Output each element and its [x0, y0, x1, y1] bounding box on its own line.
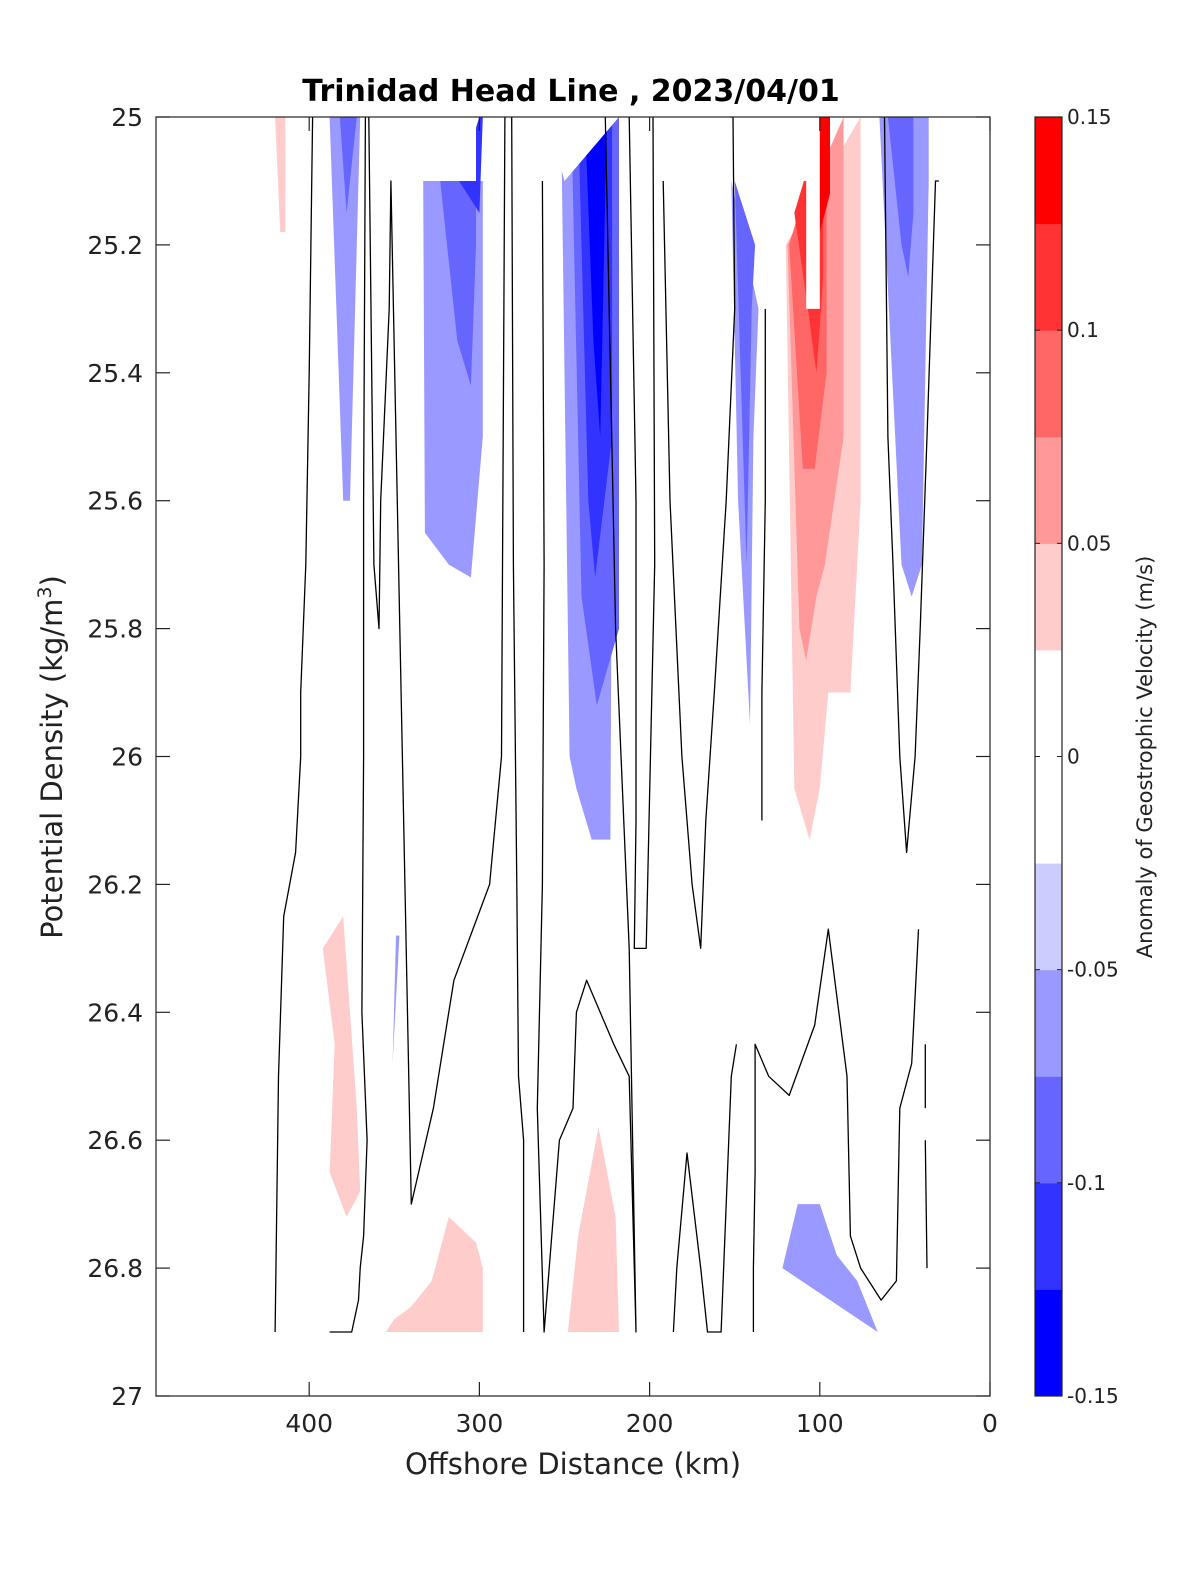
- colorbar-band-7: [1035, 436, 1062, 544]
- y-tick-label-1: 25.2: [87, 231, 143, 260]
- zero-contour-3: [511, 117, 525, 1332]
- zero-contour-7: [672, 1044, 738, 1333]
- x-tick-label-4: 0: [982, 1409, 998, 1438]
- contour-region-0: [329, 117, 361, 501]
- colorbar-tick-label-0: 0.15: [1067, 105, 1112, 129]
- colorbar-tick-label-1: 0.1: [1067, 318, 1099, 342]
- y-tick-label-4: 25.8: [87, 615, 143, 644]
- colorbar-band-10: [1035, 117, 1062, 225]
- colorbar: 0.15 0.1 0.05 0 -0.05 -0.1 -0.15: [1034, 105, 1119, 1408]
- y-axis-ticks: 25 25.2 25.4 25.6 25.8 26 26.2 26.4 26.6 26.8 27: [87, 103, 990, 1411]
- y-axis-label: Potential Density (kg/m3): [34, 575, 69, 939]
- colorbar-band-0: [1035, 1289, 1062, 1397]
- colorbar-tick-label-5: -0.1: [1067, 1171, 1106, 1195]
- colorbar-band-1: [1035, 1182, 1062, 1290]
- colorbar-band-2: [1035, 1076, 1062, 1184]
- contour-region-9: [584, 117, 607, 437]
- x-axis-label: Offshore Distance (km): [405, 1447, 741, 1481]
- y-tick-label-9: 26.8: [87, 1254, 143, 1283]
- colorbar-label: Anomaly of Geostrophic Velocity (m/s): [1133, 556, 1157, 959]
- contour-region-4: [440, 181, 476, 386]
- colorbar-band-9: [1035, 223, 1062, 331]
- colorbar-band-8: [1035, 330, 1062, 438]
- colorbar-tick-label-2: 0.05: [1067, 531, 1112, 555]
- x-tick-label-2: 200: [626, 1409, 674, 1438]
- x-tick-label-1: 300: [456, 1409, 504, 1438]
- contour-region-2: [392, 935, 400, 1064]
- contour-region-13: [782, 1204, 878, 1332]
- zero-contour-8: [752, 928, 920, 1332]
- colorbar-tick-label-4: -0.05: [1067, 958, 1119, 982]
- y-tick-label-5: 26: [111, 743, 143, 772]
- contour-region-19: [567, 1127, 619, 1332]
- zero-contour-5: [628, 117, 656, 950]
- y-tick-label-10: 27: [111, 1382, 143, 1411]
- colorbar-tick-label-6: -0.15: [1067, 1384, 1119, 1408]
- contour-region-14: [879, 117, 929, 597]
- x-tick-label-3: 100: [796, 1409, 844, 1438]
- zero-contour-10: [883, 117, 939, 854]
- x-tick-label-0: 400: [285, 1409, 333, 1438]
- contour-region-12: [734, 181, 756, 565]
- zero-contour-6: [662, 117, 736, 950]
- y-axis-label-base: Potential Density (kg/m: [35, 599, 69, 939]
- colorbar-tick-label-3: 0: [1067, 745, 1080, 769]
- contour-region-16: [275, 117, 286, 233]
- y-tick-label-7: 26.4: [87, 998, 143, 1027]
- zero-contour-lines: [274, 117, 939, 1333]
- y-tick-label-3: 25.6: [87, 487, 143, 516]
- zero-contour-9: [761, 308, 766, 821]
- contour-region-17: [322, 916, 361, 1217]
- chart-title: Trinidad Head Line , 2023/04/01: [302, 74, 839, 109]
- zero-contour-4: [536, 117, 637, 1333]
- y-tick-label-2: 25.4: [87, 359, 143, 388]
- zero-contour-0: [274, 117, 314, 1333]
- blank-region-0: [360, 117, 943, 309]
- y-tick-label-0: 25: [111, 103, 143, 132]
- zero-contour-12: [924, 1140, 928, 1269]
- y-axis-label-sup: 3: [34, 586, 56, 598]
- colorbar-band-3: [1035, 969, 1062, 1077]
- contour-region-18: [385, 1216, 483, 1332]
- filled-contours: [275, 117, 943, 1332]
- x-axis-ticks: 400 300 200 100 0: [285, 117, 998, 1438]
- colorbar-band-6: [1035, 543, 1062, 651]
- zero-contour-1: [329, 117, 368, 1333]
- y-axis-label-end: ): [35, 575, 69, 586]
- colorbar-band-4: [1035, 863, 1062, 971]
- zero-contour-2: [368, 117, 506, 1205]
- contour-region-1: [339, 117, 357, 213]
- contour-region-15: [887, 117, 914, 277]
- y-tick-label-6: 26.2: [87, 870, 143, 899]
- y-tick-label-8: 26.6: [87, 1126, 143, 1155]
